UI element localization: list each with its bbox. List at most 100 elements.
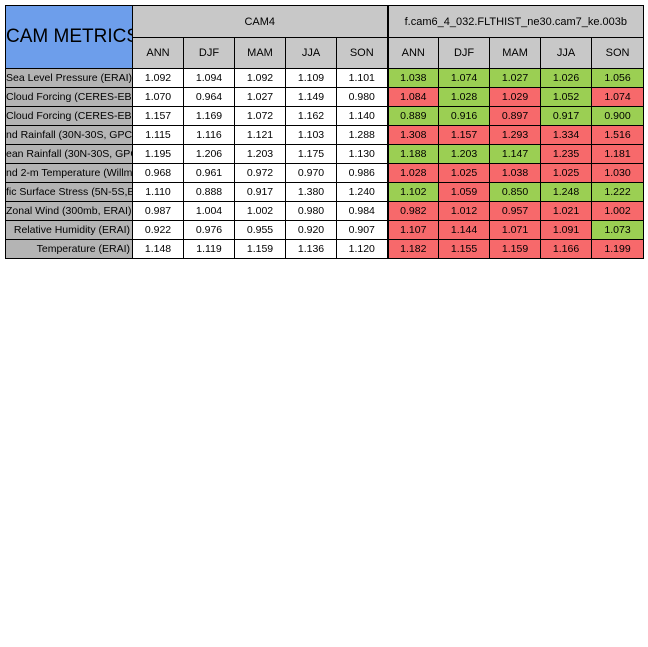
cam4-value-cell: 1.092 (132, 68, 184, 88)
experiment-value-cell: 1.026 (540, 68, 593, 88)
cam4-value-cell: 1.072 (234, 106, 286, 126)
experiment-value-cell: 0.897 (489, 106, 542, 126)
group-header-experiment: f.cam6_4_032.FLTHIST_ne30.cam7_ke.003b (387, 5, 645, 38)
experiment-value-cell: 1.071 (489, 220, 542, 240)
cam4-value-cell: 1.148 (132, 239, 184, 259)
table-row: Relative Humidity (ERAI) 0.922 0.976 0.955 0… (5, 220, 645, 240)
season-header-exp-mam: MAM (489, 37, 542, 69)
cam4-value-cell: 1.027 (234, 87, 286, 107)
experiment-value-cell: 1.157 (438, 125, 491, 145)
experiment-value-cell: 1.222 (591, 182, 645, 202)
cam4-value-cell: 0.986 (335, 163, 389, 183)
cam4-value-cell: 1.136 (285, 239, 337, 259)
experiment-value-cell: 0.916 (438, 106, 491, 126)
experiment-value-cell: 1.235 (540, 144, 593, 164)
table-row: Sea Level Pressure (ERAI) 1.092 1.094 1.092… (5, 68, 645, 88)
experiment-value-cell: 0.917 (540, 106, 593, 126)
cam4-value-cell: 1.169 (183, 106, 235, 126)
experiment-value-cell: 1.188 (387, 144, 440, 164)
experiment-value-cell: 1.293 (489, 125, 542, 145)
cam4-value-cell: 1.002 (234, 201, 286, 221)
experiment-value-cell: 1.028 (438, 87, 491, 107)
experiment-value-cell: 1.155 (438, 239, 491, 259)
experiment-value-cell: 1.025 (540, 163, 593, 183)
experiment-value-cell: 1.056 (591, 68, 645, 88)
row-label: Relative Humidity (ERAI) (5, 220, 133, 240)
season-header-exp-son: SON (591, 37, 645, 69)
season-header-cam4-mam: MAM (234, 37, 286, 69)
cam4-value-cell: 1.380 (285, 182, 337, 202)
experiment-value-cell: 0.982 (387, 201, 440, 221)
cam4-value-cell: 1.110 (132, 182, 184, 202)
table-row: Cloud Forcing (CERES-EB 1.070 0.964 1.027 1.… (5, 87, 645, 107)
experiment-value-cell: 1.038 (387, 68, 440, 88)
experiment-value-cell: 1.027 (489, 68, 542, 88)
table-row: fic Surface Stress (5N-5S,E 1.110 0.888 0.9… (5, 182, 645, 202)
cam4-value-cell: 1.070 (132, 87, 184, 107)
cam4-value-cell: 0.968 (132, 163, 184, 183)
cam4-value-cell: 1.120 (335, 239, 389, 259)
row-label: Cloud Forcing (CERES-EB (5, 106, 133, 126)
experiment-value-cell: 1.516 (591, 125, 645, 145)
table-row: Cloud Forcing (CERES-EB 1.157 1.169 1.072 1.… (5, 106, 645, 126)
experiment-value-cell: 0.957 (489, 201, 542, 221)
cam4-value-cell: 1.140 (335, 106, 389, 126)
row-label: nd Rainfall (30N-30S, GPC (5, 125, 133, 145)
row-label: Temperature (ERAI) (5, 239, 133, 259)
group-header-cam4: CAM4 (131, 5, 389, 38)
cam4-value-cell: 1.094 (183, 68, 235, 88)
experiment-value-cell: 1.052 (540, 87, 593, 107)
cam4-value-cell: 1.115 (132, 125, 184, 145)
experiment-value-cell: 1.102 (387, 182, 440, 202)
cam4-value-cell: 0.976 (183, 220, 235, 240)
experiment-value-cell: 1.030 (591, 163, 645, 183)
experiment-value-cell: 1.074 (591, 87, 645, 107)
cam4-value-cell: 0.961 (183, 163, 235, 183)
experiment-value-cell: 1.182 (387, 239, 440, 259)
season-header-exp-djf: DJF (438, 37, 491, 69)
table-header: CAM METRICS CAM4 f.cam6_4_032.FLTHIST_ne… (5, 5, 645, 69)
table-row: nd 2-m Temperature (Willm 0.968 0.961 0.972… (5, 163, 645, 183)
table-body: Sea Level Pressure (ERAI) 1.092 1.094 1.092… (5, 68, 645, 259)
experiment-value-cell: 1.025 (438, 163, 491, 183)
experiment-value-cell: 1.021 (540, 201, 593, 221)
metrics-table: CAM METRICS CAM4 f.cam6_4_032.FLTHIST_ne… (5, 5, 645, 259)
experiment-value-cell: 1.107 (387, 220, 440, 240)
cam4-value-cell: 0.964 (183, 87, 235, 107)
season-header-cam4-ann: ANN (132, 37, 184, 69)
experiment-value-cell: 1.002 (591, 201, 645, 221)
cam4-value-cell: 1.116 (183, 125, 235, 145)
experiment-value-cell: 1.166 (540, 239, 593, 259)
experiment-value-cell: 1.334 (540, 125, 593, 145)
season-header-cam4-jja: JJA (285, 37, 337, 69)
season-header-cam4-djf: DJF (183, 37, 235, 69)
cam4-value-cell: 1.130 (335, 144, 389, 164)
table-row: Zonal Wind (300mb, ERAI) 0.987 1.004 1.002 0… (5, 201, 645, 221)
experiment-value-cell: 1.199 (591, 239, 645, 259)
row-label: Cloud Forcing (CERES-EB (5, 87, 133, 107)
cam4-value-cell: 1.121 (234, 125, 286, 145)
cam4-value-cell: 1.004 (183, 201, 235, 221)
row-label: nd 2-m Temperature (Willm (5, 163, 133, 183)
experiment-value-cell: 1.074 (438, 68, 491, 88)
experiment-value-cell: 0.889 (387, 106, 440, 126)
experiment-value-cell: 1.308 (387, 125, 440, 145)
experiment-value-cell: 1.038 (489, 163, 542, 183)
cam4-value-cell: 0.980 (335, 87, 389, 107)
experiment-value-cell: 1.084 (387, 87, 440, 107)
season-header-cam4-son: SON (335, 37, 389, 69)
experiment-value-cell: 1.147 (489, 144, 542, 164)
experiment-value-cell: 0.900 (591, 106, 645, 126)
row-label: ean Rainfall (30N-30S, GPC (5, 144, 133, 164)
table-row: nd Rainfall (30N-30S, GPC 1.115 1.116 1.121… (5, 125, 645, 145)
cam4-value-cell: 1.157 (132, 106, 184, 126)
cam4-value-cell: 0.955 (234, 220, 286, 240)
table-row: ean Rainfall (30N-30S, GPC 1.195 1.206 1.20… (5, 144, 645, 164)
row-label: Sea Level Pressure (ERAI) (5, 68, 133, 88)
cam4-value-cell: 1.203 (234, 144, 286, 164)
experiment-value-cell: 1.248 (540, 182, 593, 202)
experiment-value-cell: 1.073 (591, 220, 645, 240)
cam4-value-cell: 0.907 (335, 220, 389, 240)
cam4-value-cell: 0.922 (132, 220, 184, 240)
row-label: fic Surface Stress (5N-5S,E (5, 182, 133, 202)
